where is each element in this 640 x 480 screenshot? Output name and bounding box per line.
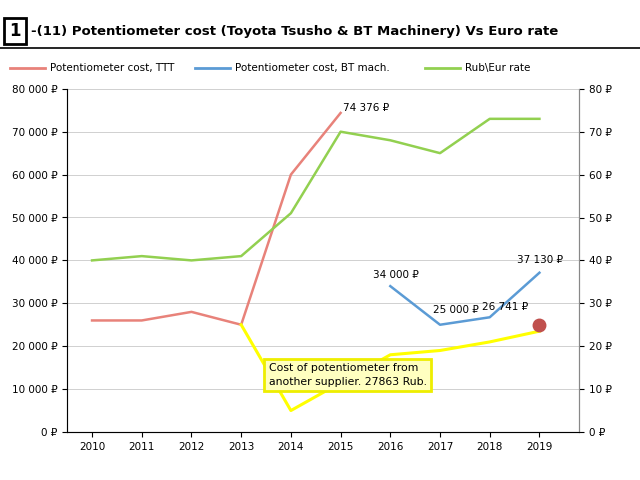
Text: 34 000 ₽: 34 000 ₽	[373, 270, 419, 280]
Text: -(11) Potentiometer cost (Toyota Tsusho & BT Machinery) Vs Euro rate: -(11) Potentiometer cost (Toyota Tsusho …	[31, 24, 558, 37]
Text: Cost of potentiometer from
another supplier. 27863 Rub.: Cost of potentiometer from another suppl…	[269, 363, 426, 386]
Text: 74 376 ₽: 74 376 ₽	[343, 103, 389, 113]
Text: Potentiometer cost, TTT: Potentiometer cost, TTT	[50, 63, 174, 73]
Text: 26 741 ₽: 26 741 ₽	[483, 302, 529, 312]
Text: 25 000 ₽: 25 000 ₽	[433, 305, 479, 315]
Bar	[4, 18, 26, 44]
Text: Potentiometer cost, BT mach.: Potentiometer cost, BT mach.	[235, 63, 390, 73]
Text: 1: 1	[9, 22, 20, 40]
Text: 37 130 ₽: 37 130 ₽	[517, 255, 563, 264]
Text: Rub\Eur rate: Rub\Eur rate	[465, 63, 531, 73]
